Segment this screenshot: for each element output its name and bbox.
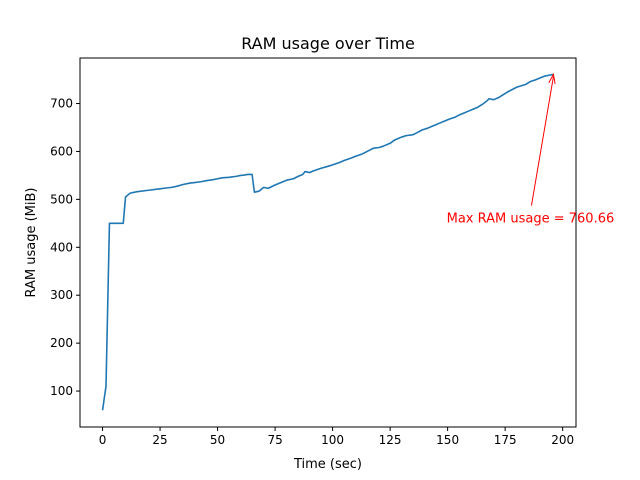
x-tick-label: 125 (379, 433, 402, 447)
x-axis: 0 25 50 75 100 125 150 175 200 (99, 427, 574, 447)
y-tick-label: 100 (50, 384, 73, 398)
y-tick-label: 600 (50, 144, 73, 158)
x-tick-label: 100 (321, 433, 344, 447)
y-tick-label: 200 (50, 336, 73, 350)
y-tick-label: 500 (50, 192, 73, 206)
y-tick-label: 300 (50, 288, 73, 302)
x-tick-label: 150 (436, 433, 459, 447)
chart-title: RAM usage over Time (241, 34, 415, 53)
max-annotation: Max RAM usage = 760.66 (447, 72, 615, 227)
x-tick-label: 50 (210, 433, 225, 447)
x-tick-label: 200 (551, 433, 574, 447)
x-axis-label: Time (sec) (293, 457, 362, 472)
annotation-arrow-head (548, 72, 556, 84)
x-tick-label: 25 (152, 433, 167, 447)
y-axis: 100 200 300 400 500 600 700 (50, 97, 80, 398)
axes-frame (79, 57, 577, 428)
y-tick-label: 700 (50, 97, 73, 111)
y-tick-label: 400 (50, 240, 73, 254)
x-tick-label: 175 (494, 433, 517, 447)
annotation-arrow-line (530, 76, 554, 206)
annotation-label: Max RAM usage = 760.66 (447, 212, 615, 227)
x-tick-label: 0 (99, 433, 107, 447)
x-tick-label: 75 (267, 433, 282, 447)
y-axis-label: RAM usage (MiB) (24, 188, 39, 298)
plot-area (101, 73, 554, 411)
series-line (101, 73, 554, 411)
